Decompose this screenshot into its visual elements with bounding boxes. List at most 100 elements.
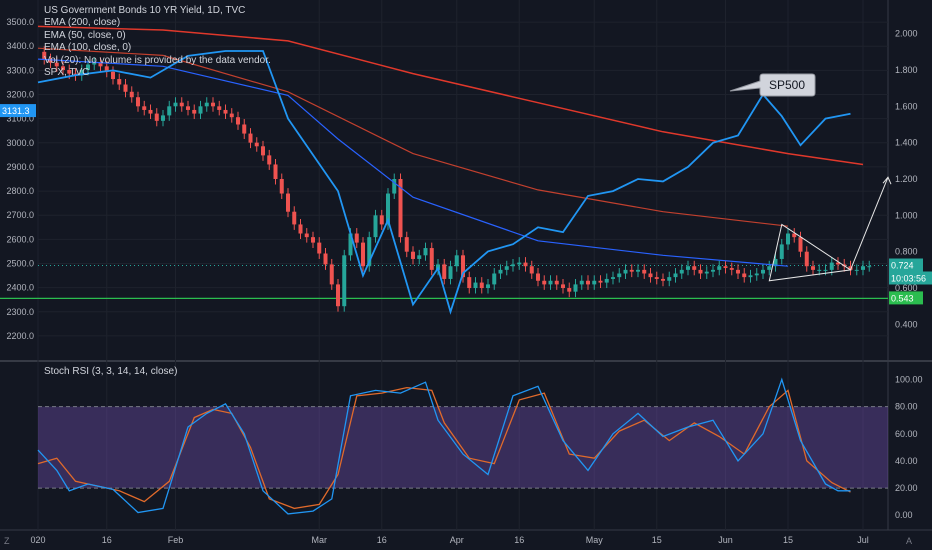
x-tick-label: Feb [168,535,184,545]
candle-body [404,237,409,252]
candle-body [823,269,828,271]
countdown-label-bg [889,271,932,285]
candle-body [754,273,759,276]
candle-body [342,255,347,307]
x-tick-label: 15 [652,535,662,545]
left-tick-label: 2800.0 [6,186,34,196]
sp500-callout: SP500 [729,73,816,97]
candle-body [248,133,253,143]
spx-price-label-bg [0,104,36,118]
x-tick-label: Jun [718,535,733,545]
yield-price-label: 0.724 [891,260,914,270]
candle-body [579,280,584,285]
candle-body [629,269,634,272]
left-tick-label: 3300.0 [6,65,34,75]
candle-body [748,275,753,278]
candle-body [286,193,290,212]
candle-body [461,255,465,278]
candle-body [229,113,234,118]
countdown-label: 10:03:56 [891,273,926,283]
candle-body [411,251,415,259]
stoch-k-line [37,377,851,515]
left-tick-label: 2200.0 [6,331,34,341]
candle-body [854,269,859,271]
candle-body [54,62,59,67]
x-tick-label: Apr [450,535,464,545]
support-price-label: 0.543 [891,293,914,303]
candle-body [279,179,284,194]
candle-body [673,273,678,278]
candle-body [254,142,259,147]
candle-body [392,179,397,194]
candle-body [511,264,515,267]
x-tick-label: 15 [783,535,793,545]
candle-body [423,248,428,256]
candle-body [111,71,115,80]
candle-body [717,266,722,270]
right-tick-label: 2.000 [895,29,918,39]
x-tick-label: May [586,535,604,545]
candle-body [804,251,809,267]
candle-body [379,215,384,225]
candle-body [761,269,765,274]
candle-body [667,277,672,281]
candle-body [261,146,265,156]
candle-body [329,264,334,285]
candle-body [792,233,797,238]
candle-body [473,282,478,289]
candle-body [698,269,703,274]
candle-body [129,91,134,98]
candle-body [742,273,747,278]
candle-body [142,106,147,110]
candle-body [817,269,822,271]
right-tick-label: 0.600 [895,283,918,293]
candle-body [186,106,190,110]
left-tick-label: 3500.0 [6,17,34,27]
candle-body [642,269,647,274]
left-tick-label: 3000.0 [6,138,34,148]
stoch-rsi-label: Stoch RSI (3, 3, 14, 14, close) [44,366,178,377]
x-tick-label: Mar [312,535,328,545]
candle-body [161,115,165,121]
candle-body [86,64,90,70]
candle-body [467,277,472,289]
candle-body [536,273,540,281]
legend-title: US Government Bonds 10 YR Yield, 1D, TVC [44,5,246,16]
candle-body [786,233,790,245]
support-price-label-bg [889,291,923,305]
candle-body [617,273,622,278]
stoch-d-line [37,386,851,510]
candle-body [848,266,853,270]
candle-body [836,262,840,265]
breakout-arrow [850,176,889,271]
candle-body [61,66,65,70]
candle-body [373,215,378,238]
right-tick-label: 1.200 [895,174,918,184]
candle-body [348,233,353,256]
stoch-tick-label: 40.00 [895,456,918,466]
x-tick-label: 16 [102,535,112,545]
spx-price-label: 3131.3 [2,106,30,116]
stoch-tick-label: 100.00 [895,375,923,385]
candle-body [211,102,215,107]
candle-body [736,269,740,274]
legend-vol: Vol (20): No volume is provided by the d… [44,54,271,66]
left-tick-label: 2300.0 [6,307,34,317]
candle-body [867,266,872,268]
candle-body [604,278,609,283]
candle-body [267,155,272,165]
left-tick-label: 3100.0 [6,114,34,124]
candle-body [561,284,565,289]
candle-body [486,284,490,289]
left-tick-label: 2500.0 [6,259,34,269]
candle-body [92,62,97,65]
candle-body [523,262,528,267]
triangle-pattern [768,223,852,282]
legend-ema50: EMA (50, close, 0) [44,29,126,41]
candle-body [192,109,197,114]
auto-scale-button[interactable]: A [906,536,913,546]
candle-body [448,266,453,279]
zoom-button[interactable]: Z [4,536,10,546]
left-tick-label: 3400.0 [6,41,34,51]
chart-legend: US Government Bonds 10 YR Yield, 1D, TVC… [44,5,271,79]
